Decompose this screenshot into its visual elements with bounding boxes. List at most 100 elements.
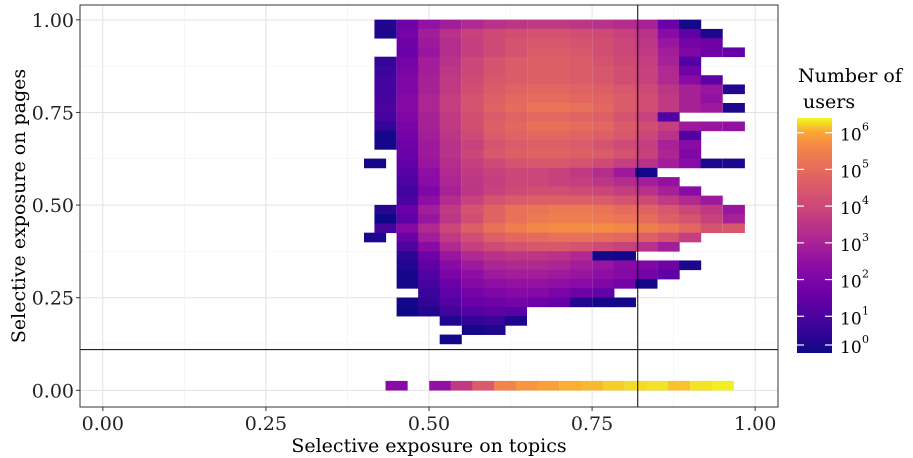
heatmap-cell xyxy=(504,288,528,298)
heatmap-cell xyxy=(439,241,462,252)
heatmap-cell xyxy=(461,19,484,30)
heatmap-cell xyxy=(548,130,571,141)
heatmap-cell xyxy=(483,297,506,308)
heatmap-cell xyxy=(657,223,680,234)
heatmap-cell xyxy=(700,75,723,85)
heatmap-cell xyxy=(504,112,528,122)
heatmap-cell xyxy=(418,232,441,243)
heatmap-cell xyxy=(418,93,441,104)
heatmap-cell xyxy=(667,380,691,391)
heatmap-cell xyxy=(700,195,723,206)
heatmap-cell xyxy=(548,167,571,178)
heatmap-cell xyxy=(461,158,484,169)
legend-tick-label-base: 10 xyxy=(840,309,862,329)
heatmap-cell xyxy=(483,306,506,317)
heatmap-cell xyxy=(483,241,506,252)
heatmap-cell xyxy=(548,149,571,159)
heatmap-cell xyxy=(396,130,419,141)
heatmap-cell xyxy=(527,223,550,234)
heatmap-cell xyxy=(592,214,615,224)
heatmap-cell xyxy=(527,278,550,289)
heatmap-cell xyxy=(396,269,419,280)
heatmap-cell xyxy=(527,241,550,252)
heatmap-cell xyxy=(504,195,528,206)
x-tick-label: 0.50 xyxy=(408,413,450,435)
heatmap-cell xyxy=(504,93,528,104)
heatmap-cell xyxy=(592,195,615,206)
heatmap-cell xyxy=(570,28,593,39)
heatmap-cell xyxy=(439,214,462,224)
heatmap-cell xyxy=(396,167,419,178)
heatmap-cell xyxy=(418,297,441,308)
heatmap-cell xyxy=(504,223,528,234)
heatmap-cell xyxy=(461,28,484,39)
heatmap-cell xyxy=(472,380,495,391)
heatmap-cell xyxy=(527,186,550,197)
heatmap-cell xyxy=(396,140,419,150)
heatmap-cell xyxy=(504,121,528,132)
heatmap-cell xyxy=(548,186,571,197)
x-axis-ticks: 0.00 0.25 0.50 0.75 1.00 xyxy=(82,407,776,435)
heatmap-cell xyxy=(657,93,680,104)
heatmap-cell xyxy=(570,251,593,261)
heatmap-cell xyxy=(679,130,702,141)
heatmap-cell xyxy=(483,260,506,271)
heatmap-cell xyxy=(613,140,636,150)
heatmap-cell xyxy=(418,177,441,187)
heatmap-cell xyxy=(461,65,484,76)
heatmap-cell xyxy=(439,232,462,243)
heatmap-cell xyxy=(700,93,723,104)
heatmap-cell xyxy=(439,278,462,289)
heatmap-cell xyxy=(657,195,680,206)
heatmap-cell xyxy=(613,241,636,252)
heatmap-cell xyxy=(450,380,473,391)
heatmap-cell xyxy=(559,380,582,391)
heatmap-cell xyxy=(635,186,658,197)
heatmap-cell xyxy=(592,278,615,289)
heatmap-cell xyxy=(527,121,550,132)
heatmap-cell xyxy=(483,75,506,85)
heatmap-cell xyxy=(592,93,615,104)
heatmap-cell xyxy=(570,75,593,85)
heatmap-cell xyxy=(635,260,658,271)
heatmap-cell xyxy=(548,112,571,122)
heatmap-cell xyxy=(461,325,484,335)
heatmap-cell xyxy=(418,130,441,141)
heatmap-cell xyxy=(548,297,571,308)
heatmap-cell xyxy=(635,241,658,252)
heatmap-cell xyxy=(592,75,615,85)
heatmap-cell xyxy=(527,158,550,169)
heatmap-cell xyxy=(483,140,506,150)
heatmap-cell xyxy=(527,84,550,95)
heatmap-cell xyxy=(570,260,593,271)
heatmap-cell xyxy=(396,214,419,224)
heatmap-cell xyxy=(396,177,419,187)
heatmap-cell xyxy=(418,103,441,113)
heatmap-cell xyxy=(504,140,528,150)
heatmap-cell xyxy=(483,93,506,104)
heatmap-cell xyxy=(396,204,419,215)
heatmap-cell xyxy=(439,167,462,178)
heatmap-cell xyxy=(592,19,615,30)
heatmap-cell xyxy=(570,19,593,30)
heatmap-cell xyxy=(527,204,550,215)
heatmap-cell xyxy=(679,93,702,104)
heatmap-cell xyxy=(581,380,604,391)
heatmap-cell xyxy=(483,316,506,326)
heatmap-cell xyxy=(483,177,506,187)
heatmap-cell xyxy=(613,251,636,261)
heatmap-cell xyxy=(570,223,593,234)
heatmap-cell xyxy=(439,195,462,206)
heatmap-cell xyxy=(396,75,419,85)
heatmap-cell xyxy=(657,47,680,58)
heatmap-cell xyxy=(657,121,680,132)
heatmap-cell xyxy=(602,380,625,391)
heatmap-cell xyxy=(570,214,593,224)
heatmap-cell xyxy=(592,241,615,252)
heatmap-cell xyxy=(527,130,550,141)
x-tick-label: 1.00 xyxy=(734,413,776,435)
heatmap-cell xyxy=(570,269,593,280)
heatmap-cell xyxy=(439,56,462,67)
legend-tick-label-base: 10 xyxy=(840,126,862,146)
heatmap-cell xyxy=(570,38,593,48)
